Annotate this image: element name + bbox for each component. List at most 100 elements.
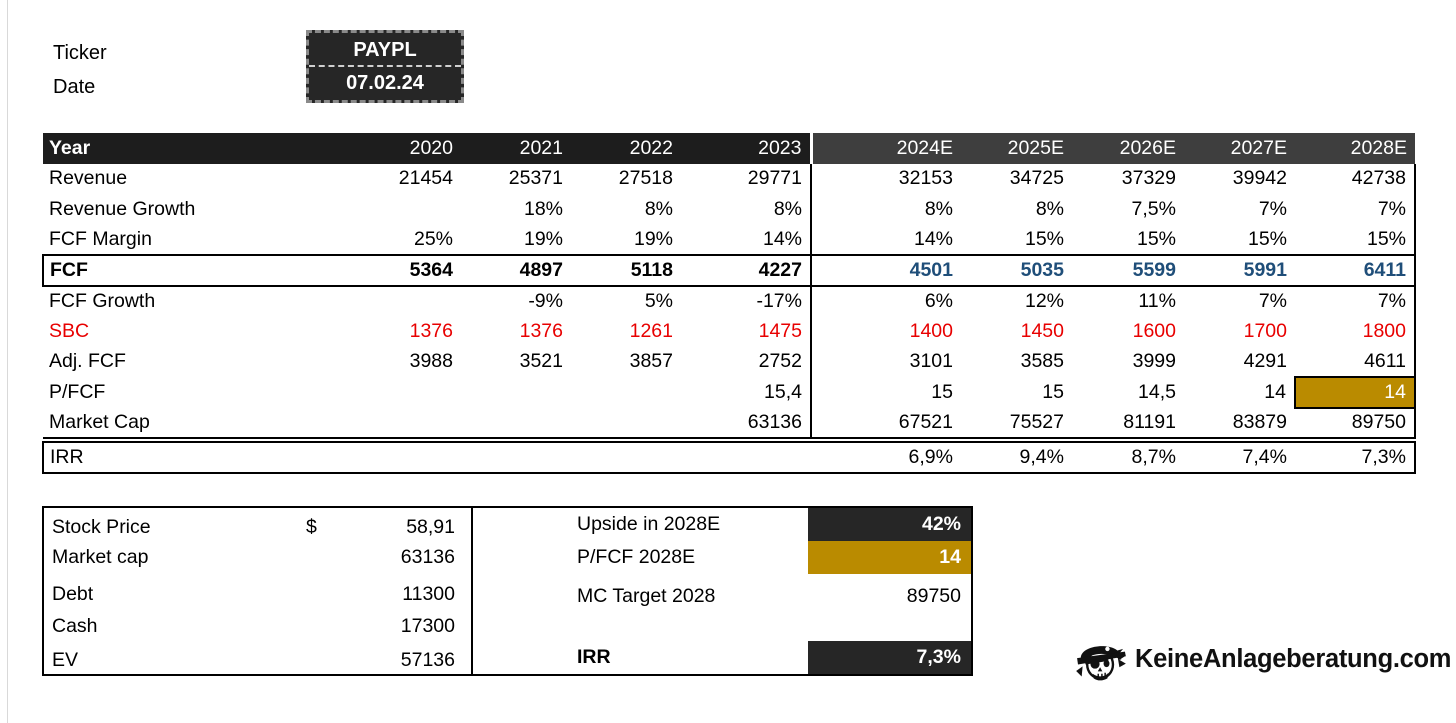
row-fcf-growth: FCF Growth -9% 5% -17% 6% 12% 11% 7% 7% xyxy=(43,285,1416,316)
row-label: FCF Growth xyxy=(49,289,156,312)
header-cell-estimate: 2026E xyxy=(1072,133,1184,164)
header-cell-estimate: 2028E xyxy=(1295,133,1415,164)
table-cell: 5% xyxy=(644,289,673,312)
row-fcf-margin: FCF Margin 25% 19% 19% 14% 14% 15% 15% 1… xyxy=(43,224,1416,255)
row-revenue: Revenue 21454 25371 27518 29771 32153 34… xyxy=(43,163,1416,194)
table-cell: 5364 xyxy=(343,254,461,287)
table-cell: 29771 xyxy=(681,163,812,194)
header-cell-estimate: 2027E xyxy=(1184,133,1295,164)
table-header-row: Year 2020 2021 2022 2023 2024E 2025E 202… xyxy=(43,133,1415,164)
row-label: Debt xyxy=(52,583,94,605)
table-cell: 37329 xyxy=(1121,167,1176,190)
row-label: Cash xyxy=(52,615,98,637)
row-label: Revenue Growth xyxy=(49,197,196,220)
table-cell xyxy=(571,441,681,474)
mc-target-value: 89750 xyxy=(906,585,961,607)
irr-value-cell: 7,3% xyxy=(808,641,971,674)
table-cell: 3857 xyxy=(629,350,673,373)
row-label: Revenue xyxy=(49,167,128,190)
date-label: Date xyxy=(53,76,96,98)
table-cell xyxy=(681,441,811,474)
table-cell: 15% xyxy=(1295,224,1416,255)
row-label: SBC xyxy=(49,319,90,342)
row-label: Market Cap xyxy=(43,407,343,439)
table-cell: 27518 xyxy=(618,167,673,190)
table-cell: 5118 xyxy=(571,254,681,287)
financial-model-table: Year 2020 2021 2022 2023 2024E 2025E 202… xyxy=(42,133,1416,474)
table-cell: 32153 xyxy=(898,167,953,190)
row-label: FCF xyxy=(42,254,343,287)
table-cell: 3585 xyxy=(1020,350,1064,373)
table-cell: 4611 xyxy=(1295,346,1416,377)
date-input-cell[interactable]: 07.02.24 xyxy=(346,72,424,94)
table-cell: 1376 xyxy=(409,319,453,342)
table-cell: 15% xyxy=(1024,227,1064,250)
row-label: Upside in 2028E xyxy=(577,513,721,535)
summary-value: 11300 xyxy=(402,583,455,605)
table-cell: 4291 xyxy=(1243,350,1287,373)
current-valuation-box: Stock Price $ 58,91 Market cap 63136 Deb… xyxy=(44,508,473,674)
header-cell-estimate: 2025E xyxy=(961,133,1072,164)
site-branding: KeineAnlageberatung.com xyxy=(1072,636,1451,682)
table-cell: 83879 xyxy=(1184,407,1295,439)
row-label: P/FCF 2028E xyxy=(577,546,696,568)
table-cell: 7% xyxy=(1295,194,1416,225)
table-cell: 15 xyxy=(1042,380,1064,403)
ticker-date-input-box[interactable]: PAYPL 07.02.24 xyxy=(306,30,464,103)
table-cell: 6,9% xyxy=(811,441,961,474)
table-cell: 4897 xyxy=(461,254,571,287)
table-cell xyxy=(343,407,461,439)
table-cell: 8% xyxy=(924,197,953,220)
table-cell: 3101 xyxy=(909,350,953,373)
summary-row-pfcf-2028: P/FCF 2028E 14 xyxy=(473,541,971,574)
row-market-cap: Market Cap 63136 67521 75527 81191 83879… xyxy=(43,407,1416,439)
table-cell: 12% xyxy=(1024,289,1064,312)
table-cell-estimate: 5991 xyxy=(1184,254,1295,287)
table-cell xyxy=(343,441,461,474)
table-cell: 89750 xyxy=(1295,407,1416,439)
row-fcf: FCF 5364 4897 5118 4227 4501 5035 5599 5… xyxy=(42,254,1416,287)
table-cell: 19% xyxy=(523,227,563,250)
row-pfcf: P/FCF 15,4 15 15 14,5 14 14 xyxy=(43,376,1416,409)
summary-row-stock-price: Stock Price $ 58,91 xyxy=(44,512,471,542)
table-cell xyxy=(461,407,571,439)
table-cell: 15% xyxy=(1247,227,1287,250)
row-label: Market cap xyxy=(52,546,149,568)
table-cell: 81191 xyxy=(1072,407,1184,439)
row-revenue-growth: Revenue Growth 18% 8% 8% 8% 8% 7,5% 7% 7… xyxy=(43,194,1416,225)
table-cell: 63136 xyxy=(681,407,812,439)
table-cell: 11% xyxy=(1138,289,1176,312)
currency-symbol xyxy=(306,611,366,641)
table-cell: 18% xyxy=(523,197,563,220)
summary-value: 17300 xyxy=(400,615,455,637)
header-cell: 2021 xyxy=(461,133,571,164)
summary-value: 63136 xyxy=(400,546,455,568)
table-cell: 21454 xyxy=(398,167,453,190)
pfcf-2028-input-cell[interactable]: 14 xyxy=(1294,376,1416,409)
table-cell xyxy=(571,377,681,408)
site-name: KeineAnlageberatung.com xyxy=(1135,644,1452,673)
header-cell: 2023 xyxy=(681,133,813,164)
summary-row-market-cap: Market cap 63136 xyxy=(44,542,471,572)
target-2028-box: Upside in 2028E 42% P/FCF 2028E 14 MC Ta… xyxy=(473,508,971,674)
table-cell: 2752 xyxy=(681,346,812,377)
left-edge-divider xyxy=(7,0,8,723)
table-cell: 6% xyxy=(924,289,953,312)
table-cell: 25371 xyxy=(508,167,563,190)
table-cell: -17% xyxy=(681,285,812,316)
table-cell: 19% xyxy=(633,227,673,250)
valuation-summary-section: Stock Price $ 58,91 Market cap 63136 Deb… xyxy=(42,506,973,676)
table-cell: 9,4% xyxy=(961,441,1072,474)
pfcf-2028-input-cell[interactable]: 14 xyxy=(808,541,971,574)
table-cell: -9% xyxy=(528,289,563,312)
summary-row-debt: Debt 11300 xyxy=(44,579,471,609)
summary-row-cash: Cash 17300 xyxy=(44,611,471,641)
table-cell: 15 xyxy=(931,380,953,403)
summary-value: 57136 xyxy=(400,649,455,671)
ticker-input-cell[interactable]: PAYPL xyxy=(309,33,461,67)
table-cell: 7,4% xyxy=(1184,441,1295,474)
table-cell: 3521 xyxy=(519,350,563,373)
summary-value: 58,91 xyxy=(406,516,455,538)
table-cell: 14% xyxy=(913,227,953,250)
table-cell: 25% xyxy=(413,227,453,250)
